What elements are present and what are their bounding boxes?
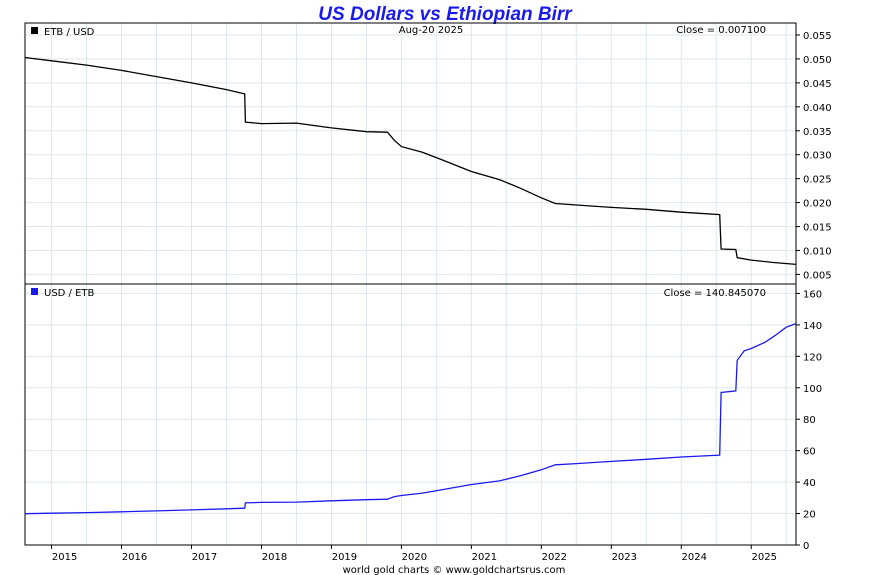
y-tick-label: 0 xyxy=(803,541,809,552)
footer-credit: world gold charts © www.goldchartsrus.co… xyxy=(343,565,566,575)
y-tick-label: 0.025 xyxy=(803,175,832,186)
y-tick-label: 0.050 xyxy=(803,55,832,66)
x-tick-label: 2023 xyxy=(612,552,637,563)
x-tick-label: 2024 xyxy=(682,552,707,563)
legend-swatch-bottom xyxy=(31,288,38,295)
y-tick-label: 20 xyxy=(803,510,816,521)
x-tick-label: 2018 xyxy=(262,552,287,563)
y-tick-label: 0.015 xyxy=(803,223,832,234)
x-tick-label: 2025 xyxy=(751,552,776,563)
y-axis-top: 0.005 0.010 0.015 0.020 0.025 0.030 0.035 0.040… xyxy=(796,31,832,281)
y-tick-label: 0.035 xyxy=(803,127,832,138)
x-tick-label: 2017 xyxy=(192,552,217,563)
x-tick-label: 2016 xyxy=(122,552,147,563)
legend-label-top: ETB / USD xyxy=(44,27,95,38)
legend-swatch-top xyxy=(31,27,38,34)
y-tick-label: 0.010 xyxy=(803,246,832,257)
x-tick-label: 2021 xyxy=(472,552,497,563)
close-label-bottom: Close = 140.845070 xyxy=(664,288,766,299)
close-label-top: Close = 0.007100 xyxy=(676,25,766,36)
y-tick-label: 160 xyxy=(803,289,822,300)
y-tick-label: 100 xyxy=(803,384,822,395)
y-tick-label: 0.045 xyxy=(803,79,832,90)
y-tick-label: 140 xyxy=(803,321,822,332)
x-tick-label: 2022 xyxy=(542,552,567,563)
y-tick-label: 60 xyxy=(803,447,816,458)
panel-usd-etb: USD / ETB Close = 140.845070 0 20 40 60 80 10… xyxy=(24,283,822,552)
x-tick-label: 2019 xyxy=(332,552,357,563)
y-axis-bottom: 0 20 40 60 80 100 120 140 160 xyxy=(796,289,822,552)
panel-etb-usd: ETB / USD Aug-20 2025 Close = 0.007100 0… xyxy=(24,22,832,285)
legend-label-bottom: USD / ETB xyxy=(44,288,95,299)
series-line-usd-etb xyxy=(24,322,797,515)
panel-top-frame xyxy=(24,22,797,285)
y-tick-label: 40 xyxy=(803,478,816,489)
grid-bottom xyxy=(25,284,796,546)
y-tick-label: 0.030 xyxy=(803,151,832,162)
y-tick-label: 120 xyxy=(803,352,822,363)
x-tick-label: 2020 xyxy=(402,552,427,563)
y-tick-label: 0.020 xyxy=(803,199,832,210)
chart-title: US Dollars vs Ethiopian Birr xyxy=(318,4,573,25)
y-tick-label: 0.055 xyxy=(803,31,832,42)
x-axis: 2015 2016 2017 2018 2019 2020 2021 2022 2023 2024… xyxy=(51,545,777,563)
panel-bottom-frame xyxy=(24,283,797,546)
date-label: Aug-20 2025 xyxy=(399,25,464,36)
series-line-etb-usd xyxy=(24,56,797,266)
y-tick-label: 0.040 xyxy=(803,103,832,114)
x-tick-label: 2015 xyxy=(52,552,77,563)
grid-top xyxy=(25,23,796,284)
y-tick-label: 80 xyxy=(803,415,816,426)
y-tick-label: 0.005 xyxy=(803,270,832,281)
